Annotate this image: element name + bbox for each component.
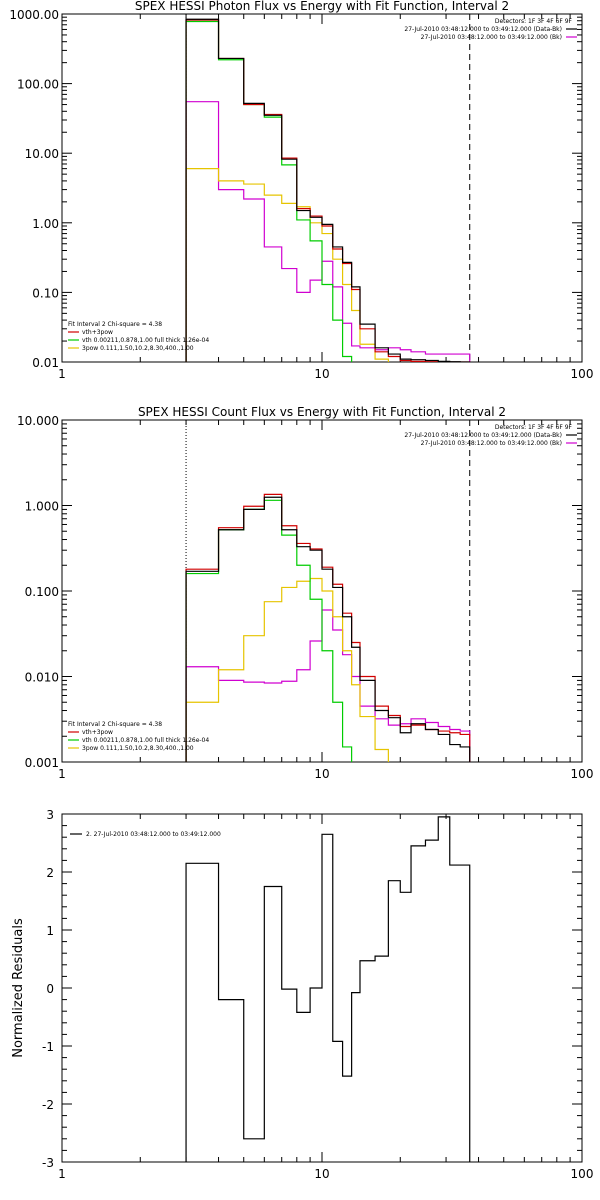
total-series	[185, 18, 471, 362]
fit-info-line: vth+3pow	[82, 729, 113, 736]
model-series	[185, 19, 471, 362]
plot-frame	[61, 13, 583, 363]
y-tick-label: -3	[42, 1156, 54, 1170]
y-tick-label: -2	[42, 1098, 54, 1112]
info-line: 27-Jul-2010 03:48:12.000 to 03:49:12.000…	[404, 432, 562, 439]
info-line: Detectors: 1F 3F 4F 6F 9F	[495, 424, 573, 431]
powerlaw-series	[185, 577, 389, 762]
y-tick-label: 100.00	[17, 78, 59, 92]
total-series	[185, 496, 471, 762]
chart-panel-3: 1 10 100 -3 -2 -1 0 1 2 3 Normalized Residuals 2. 2…	[11, 808, 593, 1181]
x-tick-label: 10	[314, 767, 329, 781]
x-tick-label: 1	[58, 767, 66, 781]
chart-title: SPEX HESSI Photon Flux vs Energy with Fi…	[135, 0, 509, 13]
info-line: 27-Jul-2010 03:48:12.000 to 03:49:12.000…	[421, 440, 562, 447]
y-tick-label: 1	[46, 924, 54, 938]
y-tick-label: 0.001	[25, 756, 59, 770]
fit-info-line: 3pow 0.111,1.50,10.2,8.30,400.,1.00	[82, 745, 194, 752]
powerlaw-series	[185, 168, 389, 362]
thermal-series	[185, 20, 353, 362]
x-tick-label: 10	[314, 367, 329, 381]
info-line: 27-Jul-2010 03:48:12.000 to 03:49:12.000…	[421, 34, 562, 41]
fit-info-line: Fit Interval 2 Chi-square = 4.38	[68, 321, 162, 328]
y-tick-label: 0.010	[25, 671, 59, 685]
y-axis-label: Normalized Residuals	[11, 918, 26, 1058]
y-tick-label: 0.100	[25, 585, 59, 599]
y-tick-label: 10.000	[17, 414, 59, 428]
x-tick-label: 10	[314, 1167, 329, 1181]
y-tick-label: 0.10	[32, 286, 59, 300]
y-tick-label: 10.00	[25, 147, 59, 161]
background-series	[185, 609, 471, 762]
y-tick-label: 0.01	[32, 356, 59, 370]
y-tick-label: 1000.00	[9, 8, 59, 22]
y-tick-label: 0	[46, 982, 54, 996]
fit-info-line: Fit Interval 2 Chi-square = 4.38	[68, 721, 162, 728]
x-tick-label: 100	[571, 1167, 594, 1181]
y-tick-label: 1.00	[32, 217, 59, 231]
fit-info-line: vth 0.00211,0.878,1.00 full thick 1.26e-…	[82, 337, 209, 344]
y-tick-label: 1.000	[25, 500, 59, 514]
model-series	[185, 493, 471, 762]
x-tick-label: 1	[58, 1167, 66, 1181]
info-line: 27-Jul-2010 03:48:12.000 to 03:49:12.000…	[404, 26, 562, 33]
fit-info-line: vth+3pow	[82, 329, 113, 336]
info-line: Detectors: 1F 3F 4F 6F 9F	[495, 18, 573, 25]
x-tick-label: 100	[571, 367, 594, 381]
chart-panel-1: SPEX HESSI Photon Flux vs Energy with Fi…	[9, 0, 594, 381]
total-series	[185, 816, 471, 1162]
fit-info-line: 3pow 0.111,1.50,10.2,8.30,400.,1.00	[82, 345, 194, 352]
chart-panel-2: SPEX HESSI Count Flux vs Energy with Fit…	[17, 405, 593, 781]
y-tick-label: 2	[46, 866, 54, 880]
x-tick-label: 1	[58, 367, 66, 381]
legend-entry: 2. 27-Jul-2010 03:48:12.000 to 03:49:12.…	[86, 831, 221, 838]
y-tick-label: -1	[42, 1040, 54, 1054]
thermal-series	[185, 499, 353, 762]
x-tick-label: 100	[571, 767, 594, 781]
y-tick-label: 3	[46, 808, 54, 822]
background-series	[185, 101, 471, 362]
chart-title: SPEX HESSI Count Flux vs Energy with Fit…	[138, 405, 506, 419]
fit-info-line: vth 0.00211,0.878,1.00 full thick 1.26e-…	[82, 737, 209, 744]
